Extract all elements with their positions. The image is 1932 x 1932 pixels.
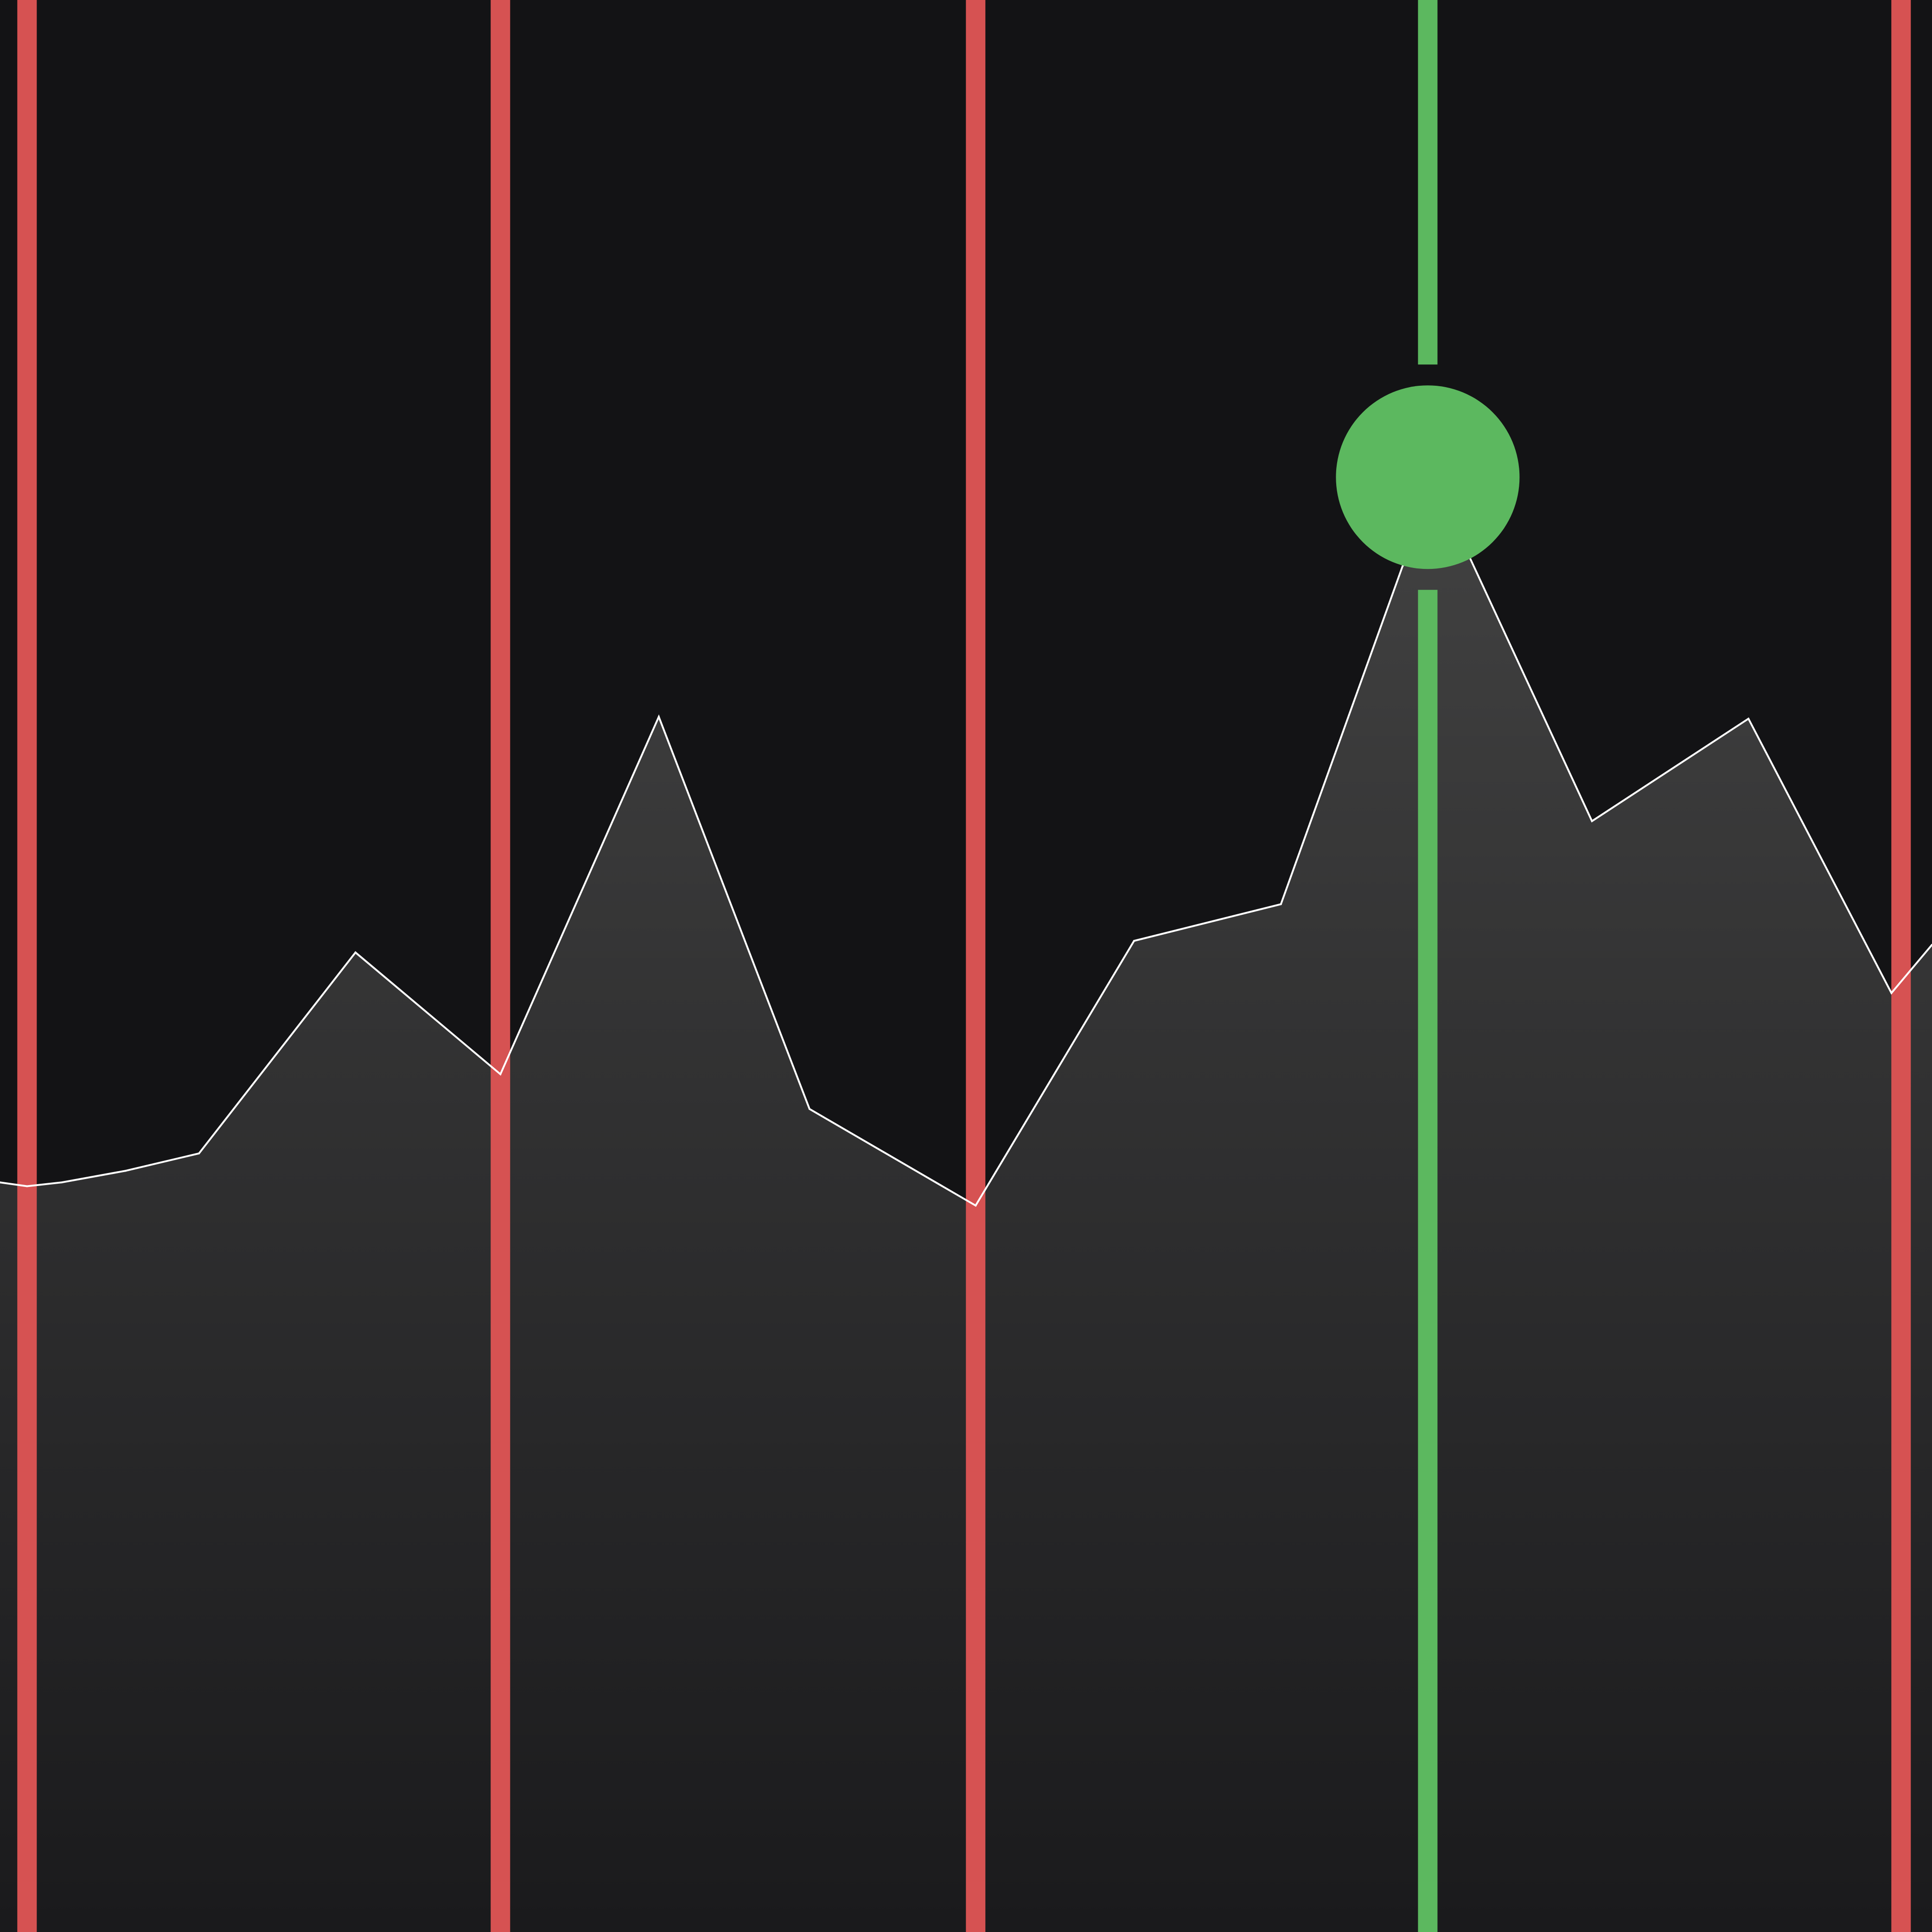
series-point-7 [499,1073,502,1075]
red-marker-line-1 [17,0,37,1932]
green-highlight-point[interactable] [1336,385,1520,569]
series-point-8 [657,716,660,718]
series-point-11 [1133,940,1135,942]
green-marker-line-lower [1418,590,1438,1932]
red-marker-line-4 [1891,0,1911,1932]
series-point-17 [1747,718,1750,720]
series-point-10 [975,1205,977,1207]
series-point-5 [198,1152,200,1154]
red-marker-line-3 [966,0,986,1932]
series-point-9 [809,1108,810,1110]
series-point-16 [1591,820,1593,822]
series-point-18 [1890,992,1893,994]
green-marker-line-upper [1418,0,1438,365]
series-point-12 [1280,903,1282,905]
series-point-3 [61,1181,63,1184]
series-point-2 [26,1185,28,1187]
red-marker-lines [17,0,1911,1932]
series-point-4 [124,1170,127,1172]
series-point-1 [0,1181,1,1184]
series-point-6 [354,951,357,954]
green-marker [1418,0,1438,1932]
red-marker-line-2 [491,0,510,1932]
